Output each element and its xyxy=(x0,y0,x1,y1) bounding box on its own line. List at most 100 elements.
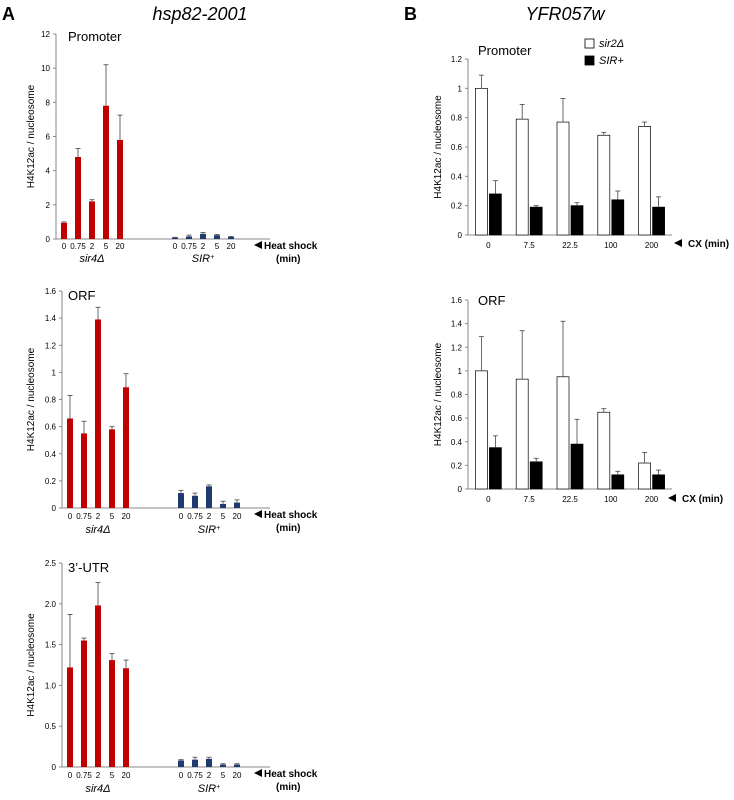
y-tick-label: 1.6 xyxy=(451,296,463,305)
x-tick-label: 5 xyxy=(110,771,115,780)
chart-title: ORF xyxy=(68,288,96,303)
bar xyxy=(214,235,220,239)
x-axis-label: (min) xyxy=(276,523,300,534)
bar xyxy=(611,474,625,490)
bar xyxy=(556,376,570,490)
bar xyxy=(61,222,67,239)
x-tick-label: 0.75 xyxy=(181,242,197,251)
x-axis-label: Heat shock xyxy=(264,241,318,252)
legend-swatch xyxy=(584,38,595,49)
y-tick-label: 4 xyxy=(46,167,51,176)
bar xyxy=(95,605,101,767)
y-axis-label: H4K12ac / nucleosome xyxy=(433,95,444,199)
chart-title: Promoter xyxy=(68,29,122,44)
x-axis-label: Heat shock xyxy=(264,510,318,521)
bar xyxy=(123,387,129,508)
x-tick-label: 2 xyxy=(201,242,206,251)
y-tick-label: 2 xyxy=(46,201,51,210)
y-tick-label: 0.2 xyxy=(451,202,463,211)
y-tick-label: 0 xyxy=(52,504,57,513)
x-tick-label: 2 xyxy=(90,242,95,251)
bar xyxy=(597,411,611,490)
bar xyxy=(123,668,129,767)
bar xyxy=(200,233,206,239)
x-tick-label: 7.5 xyxy=(524,241,536,250)
bar xyxy=(556,121,570,236)
y-tick-label: 1 xyxy=(52,368,57,377)
y-axis-label: H4K12ac / nucleosome xyxy=(26,347,37,451)
x-axis-arrow-icon xyxy=(254,241,262,249)
bar xyxy=(103,105,109,239)
y-tick-label: 0.6 xyxy=(451,143,463,152)
bar xyxy=(178,760,184,767)
bar xyxy=(186,236,192,239)
group-label: SIR+ xyxy=(198,524,220,536)
y-tick-label: 0.6 xyxy=(45,423,57,432)
group-label: SIR+ xyxy=(192,253,214,265)
bar xyxy=(206,486,212,508)
y-tick-label: 0.4 xyxy=(451,438,463,447)
bar xyxy=(570,205,584,236)
x-tick-label: 5 xyxy=(104,242,109,251)
bar xyxy=(638,126,651,236)
x-tick-label: 5 xyxy=(215,242,220,251)
chart-title: ORF xyxy=(478,293,506,308)
x-tick-label: 5 xyxy=(110,512,115,521)
bar xyxy=(192,495,198,508)
y-tick-label: 10 xyxy=(41,64,50,73)
bar xyxy=(529,461,543,490)
x-tick-label: 200 xyxy=(645,241,659,250)
bar xyxy=(515,378,529,490)
x-tick-label: 0 xyxy=(62,242,67,251)
bar xyxy=(228,236,234,239)
legend-label: SIR+ xyxy=(599,55,624,67)
bar xyxy=(638,462,651,490)
group-label: SIR+ xyxy=(198,783,220,795)
x-tick-label: 2 xyxy=(96,512,101,521)
x-axis-label: CX (min) xyxy=(682,494,723,505)
chart-a3: 0 0.5 1.0 1.5 2.0 2.5 3’-UTR H4K12ac / nucleoso… xyxy=(26,559,318,795)
y-tick-label: 1.4 xyxy=(45,314,57,323)
bar xyxy=(67,667,73,767)
y-tick-label: 1.5 xyxy=(45,641,57,650)
y-tick-label: 0 xyxy=(458,485,463,494)
chart-b2: 0 0.2 0.4 0.6 0.8 1 1.2 1.4 1.6 ORF H4K12ac / nucl… xyxy=(433,293,723,505)
y-tick-label: 1.2 xyxy=(451,343,463,352)
bar xyxy=(652,474,665,490)
bar xyxy=(109,429,115,508)
y-axis-label: H4K12ac / nucleosome xyxy=(26,84,37,188)
y-tick-label: 0 xyxy=(46,235,51,244)
panel-letter-a: A xyxy=(2,4,15,24)
y-tick-label: 0.5 xyxy=(45,722,57,731)
bar xyxy=(515,118,529,236)
x-tick-label: 0 xyxy=(68,771,73,780)
y-tick-label: 0.8 xyxy=(451,114,463,123)
bar xyxy=(192,759,198,767)
group-label: sir4Δ xyxy=(79,253,104,265)
bar xyxy=(597,134,611,236)
bar xyxy=(220,764,226,767)
x-tick-label: 200 xyxy=(645,495,659,504)
x-tick-label: 20 xyxy=(116,242,125,251)
y-tick-label: 2.0 xyxy=(45,600,57,609)
bar xyxy=(475,87,488,236)
chart-a2: 0 0.2 0.4 0.6 0.8 1 1.2 1.4 1.6 ORF H4K12ac / nucl… xyxy=(26,287,318,536)
y-tick-label: 0.6 xyxy=(451,414,463,423)
bar xyxy=(172,237,178,239)
bar xyxy=(475,370,488,490)
bar xyxy=(178,493,184,508)
x-tick-label: 0 xyxy=(179,771,184,780)
x-tick-label: 0.75 xyxy=(187,771,203,780)
x-axis-label: Heat shock xyxy=(264,769,318,780)
x-axis-arrow-icon xyxy=(254,510,262,518)
x-axis-arrow-icon xyxy=(674,239,682,247)
x-tick-label: 0 xyxy=(68,512,73,521)
x-tick-label: 0.75 xyxy=(187,512,203,521)
x-axis-arrow-icon xyxy=(668,494,676,502)
x-tick-label: 100 xyxy=(604,495,618,504)
bar xyxy=(611,199,625,236)
y-tick-label: 6 xyxy=(46,133,51,142)
y-tick-label: 0.4 xyxy=(451,172,463,181)
x-tick-label: 20 xyxy=(122,771,131,780)
y-axis-label: H4K12ac / nucleosome xyxy=(433,342,444,446)
